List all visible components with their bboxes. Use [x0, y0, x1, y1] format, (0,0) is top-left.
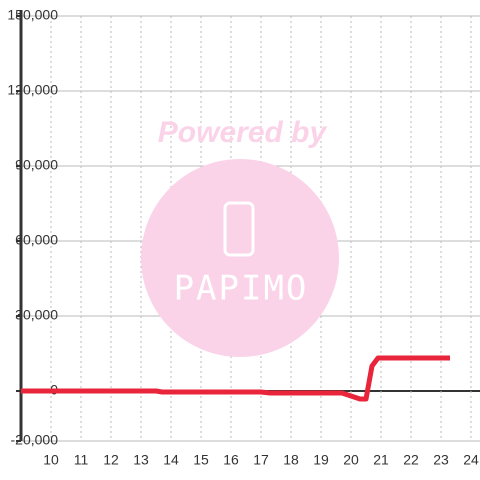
y-tick-label: 150,000 [7, 7, 58, 23]
x-tick-label: 11 [74, 452, 89, 468]
x-tick-label: 18 [283, 452, 299, 468]
watermark-icon [223, 201, 255, 257]
x-tick-label: 13 [133, 452, 149, 468]
x-tick-label: 22 [403, 452, 419, 468]
x-tick-label: 19 [313, 452, 329, 468]
x-tick-label: 10 [43, 452, 59, 468]
y-tick-label: 60,000 [15, 232, 58, 248]
watermark-text: Powered by [158, 116, 328, 149]
x-tick-label: 21 [373, 452, 389, 468]
x-tick-label: 20 [343, 452, 359, 468]
y-tick-label: 90,000 [15, 157, 58, 173]
y-tick-label: 120,000 [7, 82, 58, 98]
y-tick-label: 30,000 [15, 307, 58, 323]
x-tick-label: 12 [103, 452, 119, 468]
x-tick-label: 23 [433, 452, 449, 468]
x-tick-label: 16 [223, 452, 239, 468]
watermark-circle [141, 159, 339, 357]
x-tick-label: 14 [163, 452, 179, 468]
y-tick-label: -20,000 [11, 432, 59, 448]
x-tick-label: 15 [193, 452, 209, 468]
line-series [21, 355, 450, 402]
x-tick-label: 17 [253, 452, 269, 468]
x-tick-label: 24 [463, 452, 479, 468]
watermark-logo: PAPIMO [174, 269, 309, 309]
